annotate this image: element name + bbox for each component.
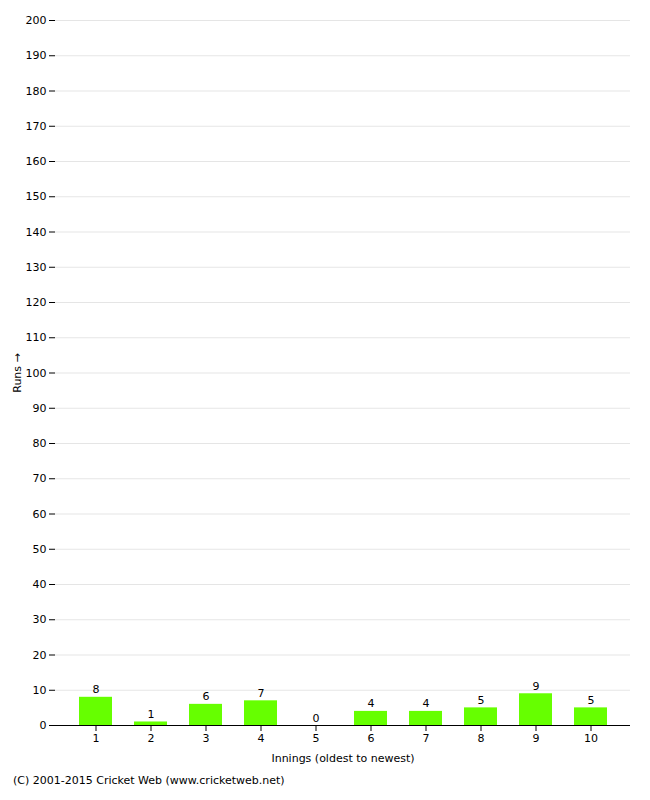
- svg-text:8: 8: [93, 683, 100, 696]
- svg-text:0: 0: [313, 712, 320, 725]
- svg-text:5: 5: [313, 732, 320, 745]
- svg-text:50: 50: [33, 543, 47, 556]
- svg-text:130: 130: [26, 261, 47, 274]
- svg-text:170: 170: [26, 120, 47, 133]
- svg-text:60: 60: [33, 508, 47, 521]
- svg-text:200: 200: [26, 14, 47, 27]
- svg-text:80: 80: [33, 437, 47, 450]
- svg-text:100: 100: [26, 367, 47, 380]
- svg-text:4: 4: [258, 732, 265, 745]
- svg-text:3: 3: [203, 732, 210, 745]
- svg-text:120: 120: [26, 296, 47, 309]
- html-text:(C) 2001-2015 Cricket Web (www: (C) 2001-2015 Cricket Web (www.cricketwe…: [13, 774, 285, 787]
- svg-text:6: 6: [368, 732, 375, 745]
- svg-text:5: 5: [478, 694, 485, 707]
- svg-text:20: 20: [33, 649, 47, 662]
- svg-text:9: 9: [533, 732, 540, 745]
- svg-text:9: 9: [533, 680, 540, 693]
- svg-text:190: 190: [26, 49, 47, 62]
- svg-text:2: 2: [148, 732, 155, 745]
- svg-text:8: 8: [478, 732, 485, 745]
- svg-text:10: 10: [584, 732, 598, 745]
- svg-text:Innings (oldest to newest): Innings (oldest to newest): [271, 752, 414, 765]
- svg-text:1: 1: [148, 708, 155, 721]
- svg-text:30: 30: [33, 613, 47, 626]
- svg-text:4: 4: [423, 697, 430, 710]
- svg-text:7: 7: [258, 687, 265, 700]
- svg-text:150: 150: [26, 190, 47, 203]
- svg-text:70: 70: [33, 472, 47, 485]
- svg-text:7: 7: [423, 732, 430, 745]
- svg-text:5: 5: [588, 694, 595, 707]
- svg-text:110: 110: [26, 331, 47, 344]
- svg-text:40: 40: [33, 578, 47, 591]
- svg-text:6: 6: [203, 690, 210, 703]
- svg-text:90: 90: [33, 402, 47, 415]
- svg-text:Runs →: Runs →: [11, 353, 24, 393]
- svg-text:160: 160: [26, 155, 47, 168]
- svg-text:10: 10: [33, 684, 47, 697]
- svg-text:1: 1: [93, 732, 100, 745]
- svg-text:140: 140: [26, 226, 47, 239]
- svg-text:0: 0: [40, 719, 47, 732]
- svg-text:4: 4: [368, 697, 375, 710]
- svg-text:180: 180: [26, 85, 47, 98]
